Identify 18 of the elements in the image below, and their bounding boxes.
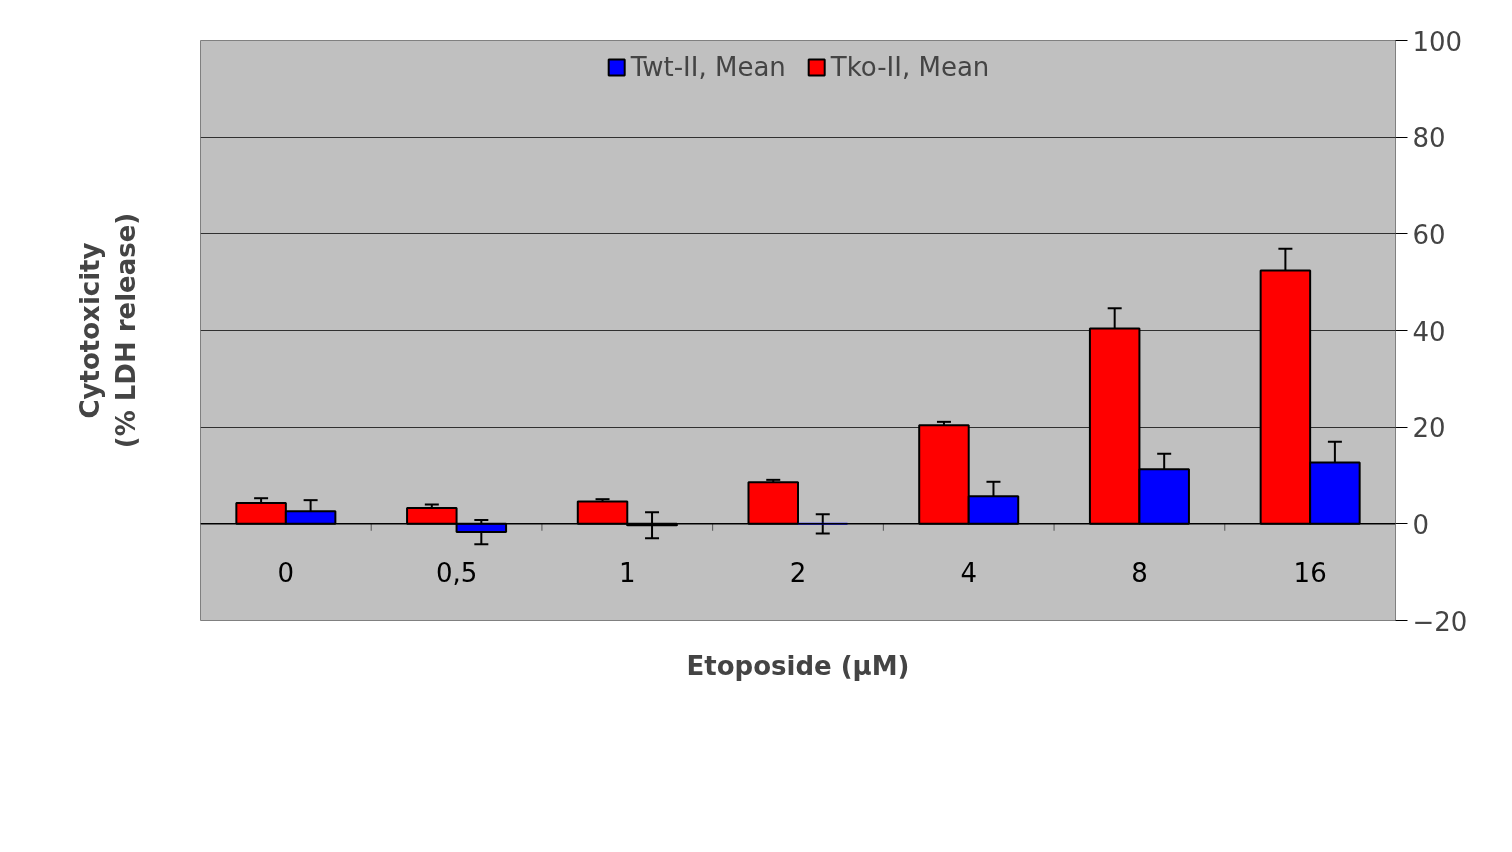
x-tick-label: 2 [789,558,807,589]
x-tick-label: 8 [1131,558,1148,589]
x-tick-label: 0,5 [435,558,478,589]
x-axis-title: Etoposide (µM) [686,650,910,681]
x-tick-label: 4 [960,558,977,589]
y-tick-label: 80 [1412,123,1446,154]
y-tick-label: 40 [1412,316,1446,347]
x-tick-label: 16 [1293,558,1327,589]
y-tick-label: 0 [1412,509,1430,540]
y-tick-label: 20 [1412,413,1446,444]
x-tick-label: 0 [277,558,295,589]
legend-label: Twt-II, Mean [630,52,786,82]
legend-label: Tko-II, Mean [830,52,990,82]
x-tick-label: 1 [619,558,636,589]
y-tick-label: −20 [1412,606,1468,637]
y-axis-title: Cytotoxicity (% LDH release) [74,212,141,449]
y-tick-label: 100 [1412,26,1463,57]
y-tick-label: 60 [1412,219,1446,250]
